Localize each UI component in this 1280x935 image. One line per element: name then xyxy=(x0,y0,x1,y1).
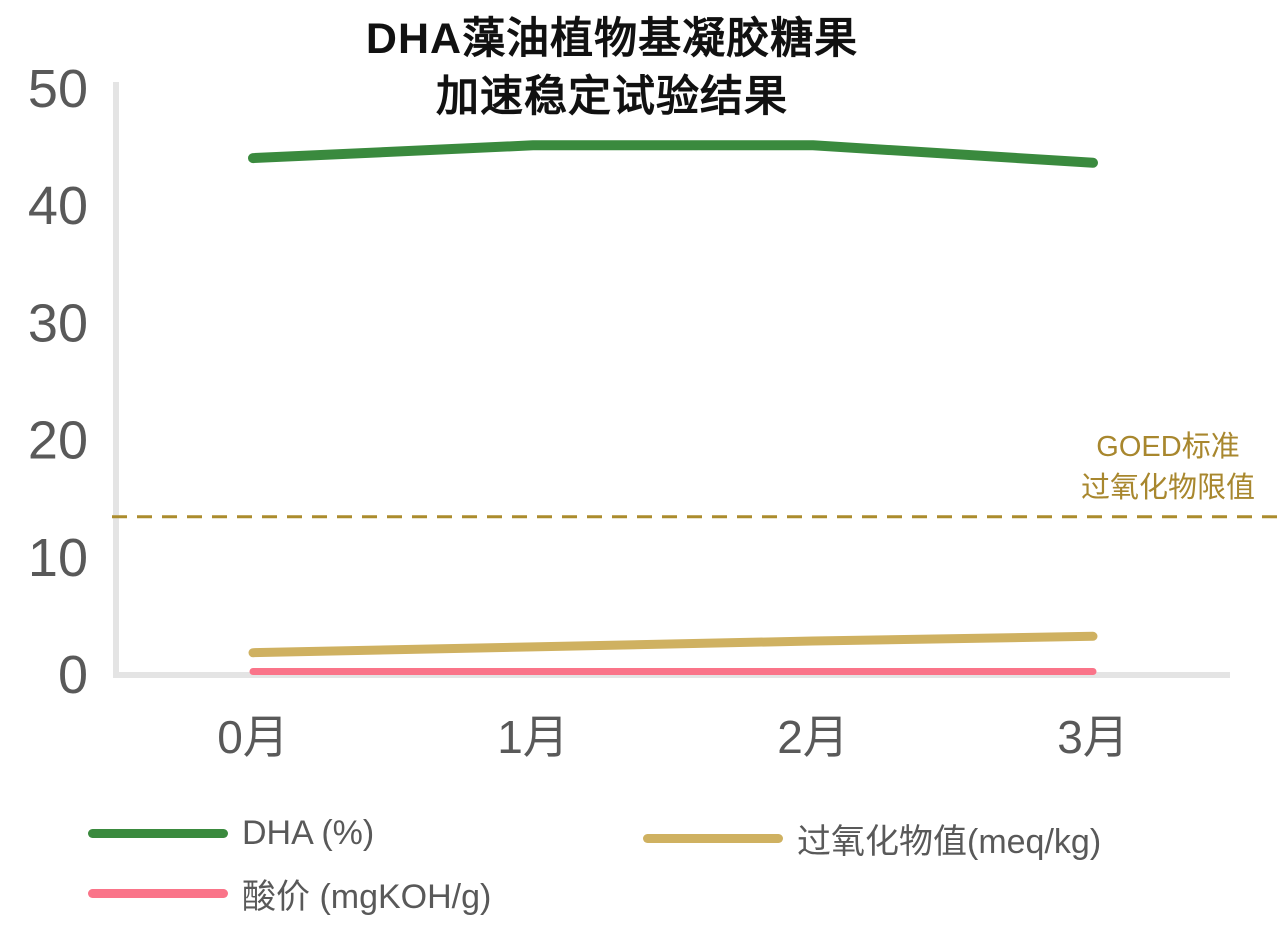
chart-title-line-1: DHA藻油植物基凝胶糖果 xyxy=(365,15,859,63)
y-axis-tick-label: 50 xyxy=(28,59,88,119)
x-axis-tick-label: 1月 xyxy=(497,711,569,763)
y-axis-tick-label: 10 xyxy=(28,528,88,588)
y-axis-tick-label: 40 xyxy=(28,176,88,236)
dha-line xyxy=(248,140,1098,168)
legend-item-dha: DHA (%) xyxy=(88,814,374,853)
legend-item-acid-value: 酸价 (mgKOH/g) xyxy=(88,869,491,918)
x-axis-tick-label: 3月 xyxy=(1057,711,1129,763)
x-axis-tick-label: 0月 xyxy=(217,711,289,763)
goed-limit-label-line: GOED标准 xyxy=(1096,430,1239,463)
dha-legend-swatch xyxy=(88,829,228,838)
goed-limit-label-line: 过氧化物限值 xyxy=(1081,471,1255,504)
chart-title-line-2: 加速稳定试验结果 xyxy=(436,73,788,121)
peroxide-legend-label: 过氧化物值(meq/kg) xyxy=(797,823,1102,861)
acid-value-legend-label: 酸价 (mgKOH/g) xyxy=(242,878,492,916)
y-axis-tick-label: 20 xyxy=(28,411,88,471)
acid-value-legend-swatch xyxy=(88,889,228,898)
dha-legend-label: DHA (%) xyxy=(242,814,375,852)
peroxide-legend-swatch xyxy=(643,834,783,843)
chart-title: DHA藻油植物基凝胶糖果 加速稳定试验结果 xyxy=(0,10,1224,126)
axis-line xyxy=(113,82,1230,678)
y-axis-tick-label: 30 xyxy=(28,293,88,353)
legend-item-peroxide: 过氧化物值(meq/kg) xyxy=(643,814,1101,863)
peroxide-line xyxy=(248,631,1098,658)
x-axis-tick-label: 2月 xyxy=(777,711,849,763)
y-axis-tick-label: 0 xyxy=(58,645,88,705)
